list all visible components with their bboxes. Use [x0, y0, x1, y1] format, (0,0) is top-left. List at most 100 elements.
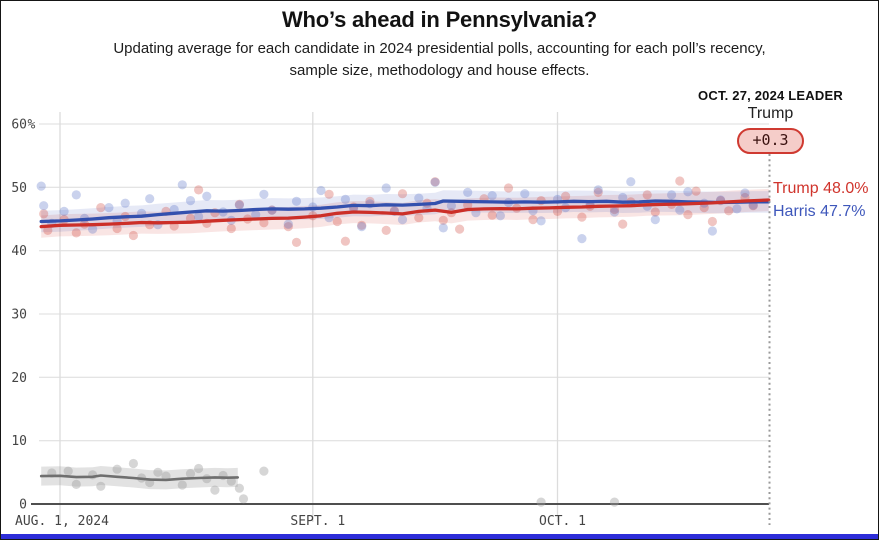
- harris-poll-dot: [284, 220, 293, 229]
- harris-poll-dot: [39, 201, 48, 210]
- leader-margin-badge: +0.3: [737, 128, 803, 154]
- trump-poll-dot: [382, 226, 391, 235]
- harris-poll-dot: [341, 195, 350, 204]
- trump-end-label: Trump 48.0%: [773, 180, 868, 198]
- trump-poll-dot: [72, 228, 81, 237]
- trump-poll-dot: [528, 215, 537, 224]
- subtitle-line-2: sample size, methodology and house effec…: [1, 60, 878, 82]
- trump-poll-dot: [333, 217, 342, 226]
- x-tick-label: AUG. 1, 2024: [15, 514, 109, 529]
- x-tick-label: SEPT. 1: [290, 514, 345, 529]
- other-poll-dot: [239, 494, 248, 503]
- leader-date-label: OCT. 27, 2024 LEADER: [660, 88, 879, 103]
- harris-poll-dot: [72, 190, 81, 199]
- page-subtitle: Updating average for each candidate in 2…: [1, 38, 878, 82]
- harris-poll-dot: [145, 194, 154, 203]
- trump-poll-dot: [724, 206, 733, 215]
- harris-poll-dot: [357, 222, 366, 231]
- other-poll-dot: [610, 498, 619, 507]
- harris-poll-dot: [708, 226, 717, 235]
- harris-poll-dot: [683, 187, 692, 196]
- harris-poll-dot: [259, 190, 268, 199]
- trump-poll-dot: [708, 217, 717, 226]
- other-poll-dot: [235, 484, 244, 493]
- harris-poll-dot: [186, 196, 195, 205]
- harris-poll-dot: [732, 204, 741, 213]
- average-lines: [41, 200, 769, 480]
- harris-poll-dot: [37, 182, 46, 191]
- harris-poll-dot: [60, 207, 69, 216]
- trump-poll-dot: [618, 220, 627, 229]
- harris-poll-dot: [610, 207, 619, 216]
- leader-name: Trump: [660, 105, 879, 123]
- harris-poll-dot: [651, 215, 660, 224]
- y-tick-percent: %: [28, 118, 36, 133]
- page-title: Who’s ahead in Pennsylvania?: [1, 7, 878, 33]
- other-poll-dot: [259, 467, 268, 476]
- trump-poll-dot: [414, 213, 423, 222]
- x-tick-label: OCT. 1: [539, 514, 586, 529]
- other-poll-dot: [537, 498, 546, 507]
- other-poll-dot: [153, 468, 162, 477]
- trump-poll-dot: [325, 190, 334, 199]
- harris-poll-dot: [202, 192, 211, 201]
- harris-poll-dot: [121, 199, 130, 208]
- other-poll-dot: [178, 480, 187, 489]
- harris-poll-dot: [104, 203, 113, 212]
- harris-poll-dot: [626, 177, 635, 186]
- harris-poll-dot: [740, 188, 749, 197]
- other-poll-dot: [210, 486, 219, 495]
- y-tick-label: 0: [19, 498, 27, 513]
- other-poll-dot: [64, 467, 73, 476]
- trump-poll-dot: [561, 192, 570, 201]
- subtitle-line-1: Updating average for each candidate in 2…: [1, 38, 878, 60]
- harris-poll-dot: [382, 183, 391, 192]
- trump-poll-dot: [129, 231, 138, 240]
- uncertainty-bands: [41, 189, 769, 490]
- y-tick-label: 60: [11, 118, 27, 133]
- y-tick-label: 50: [11, 181, 27, 196]
- harris-poll-dot: [414, 194, 423, 203]
- harris-poll-dot: [488, 191, 497, 200]
- trump-poll-dot: [692, 187, 701, 196]
- trump-poll-dot: [577, 213, 586, 222]
- trump-poll-dot: [96, 203, 105, 212]
- y-tick-label: 30: [11, 308, 27, 323]
- leader-block: OCT. 27, 2024 LEADER Trump +0.3: [660, 88, 879, 154]
- y-tick-label: 40: [11, 244, 27, 259]
- trump-poll-dot: [39, 209, 48, 218]
- harris-poll-dot: [577, 234, 586, 243]
- y-tick-label: 10: [11, 434, 27, 449]
- harris-poll-dot: [520, 189, 529, 198]
- other-poll-dot: [113, 465, 122, 474]
- harris-poll-dot: [667, 190, 676, 199]
- horizontal-gridlines: [39, 124, 769, 441]
- harris-poll-dot: [439, 223, 448, 232]
- harris-poll-dot: [496, 211, 505, 220]
- harris-poll-dot: [431, 178, 440, 187]
- trump-poll-dot: [398, 189, 407, 198]
- y-tick-label: 20: [11, 371, 27, 386]
- harris-poll-dot: [235, 201, 244, 210]
- other-poll-dot: [72, 480, 81, 489]
- other-poll-dot: [186, 469, 195, 478]
- trump-poll-dot: [488, 211, 497, 220]
- harris-poll-dot: [463, 188, 472, 197]
- harris-end-label: Harris 47.7%: [773, 203, 865, 221]
- trump-poll-dot: [643, 190, 652, 199]
- trump-poll-dot: [292, 238, 301, 247]
- trump-poll-dot: [341, 237, 350, 246]
- harris-poll-dot: [537, 216, 546, 225]
- other-poll-dot: [194, 464, 203, 473]
- trump-poll-dot: [675, 176, 684, 185]
- trump-poll-dot: [504, 183, 513, 192]
- harris-poll-dot: [675, 206, 684, 215]
- harris-poll-dot: [398, 215, 407, 224]
- harris-poll-dot: [594, 185, 603, 194]
- poll-chart-page: 60%50403020100AUG. 1, 2024SEPT. 1OCT. 1 …: [0, 0, 879, 540]
- other-poll-dot: [96, 482, 105, 491]
- harris-poll-dot: [292, 197, 301, 206]
- trump-poll-dot: [455, 225, 464, 234]
- trump-poll-dot: [227, 224, 236, 233]
- harris-poll-dot: [316, 186, 325, 195]
